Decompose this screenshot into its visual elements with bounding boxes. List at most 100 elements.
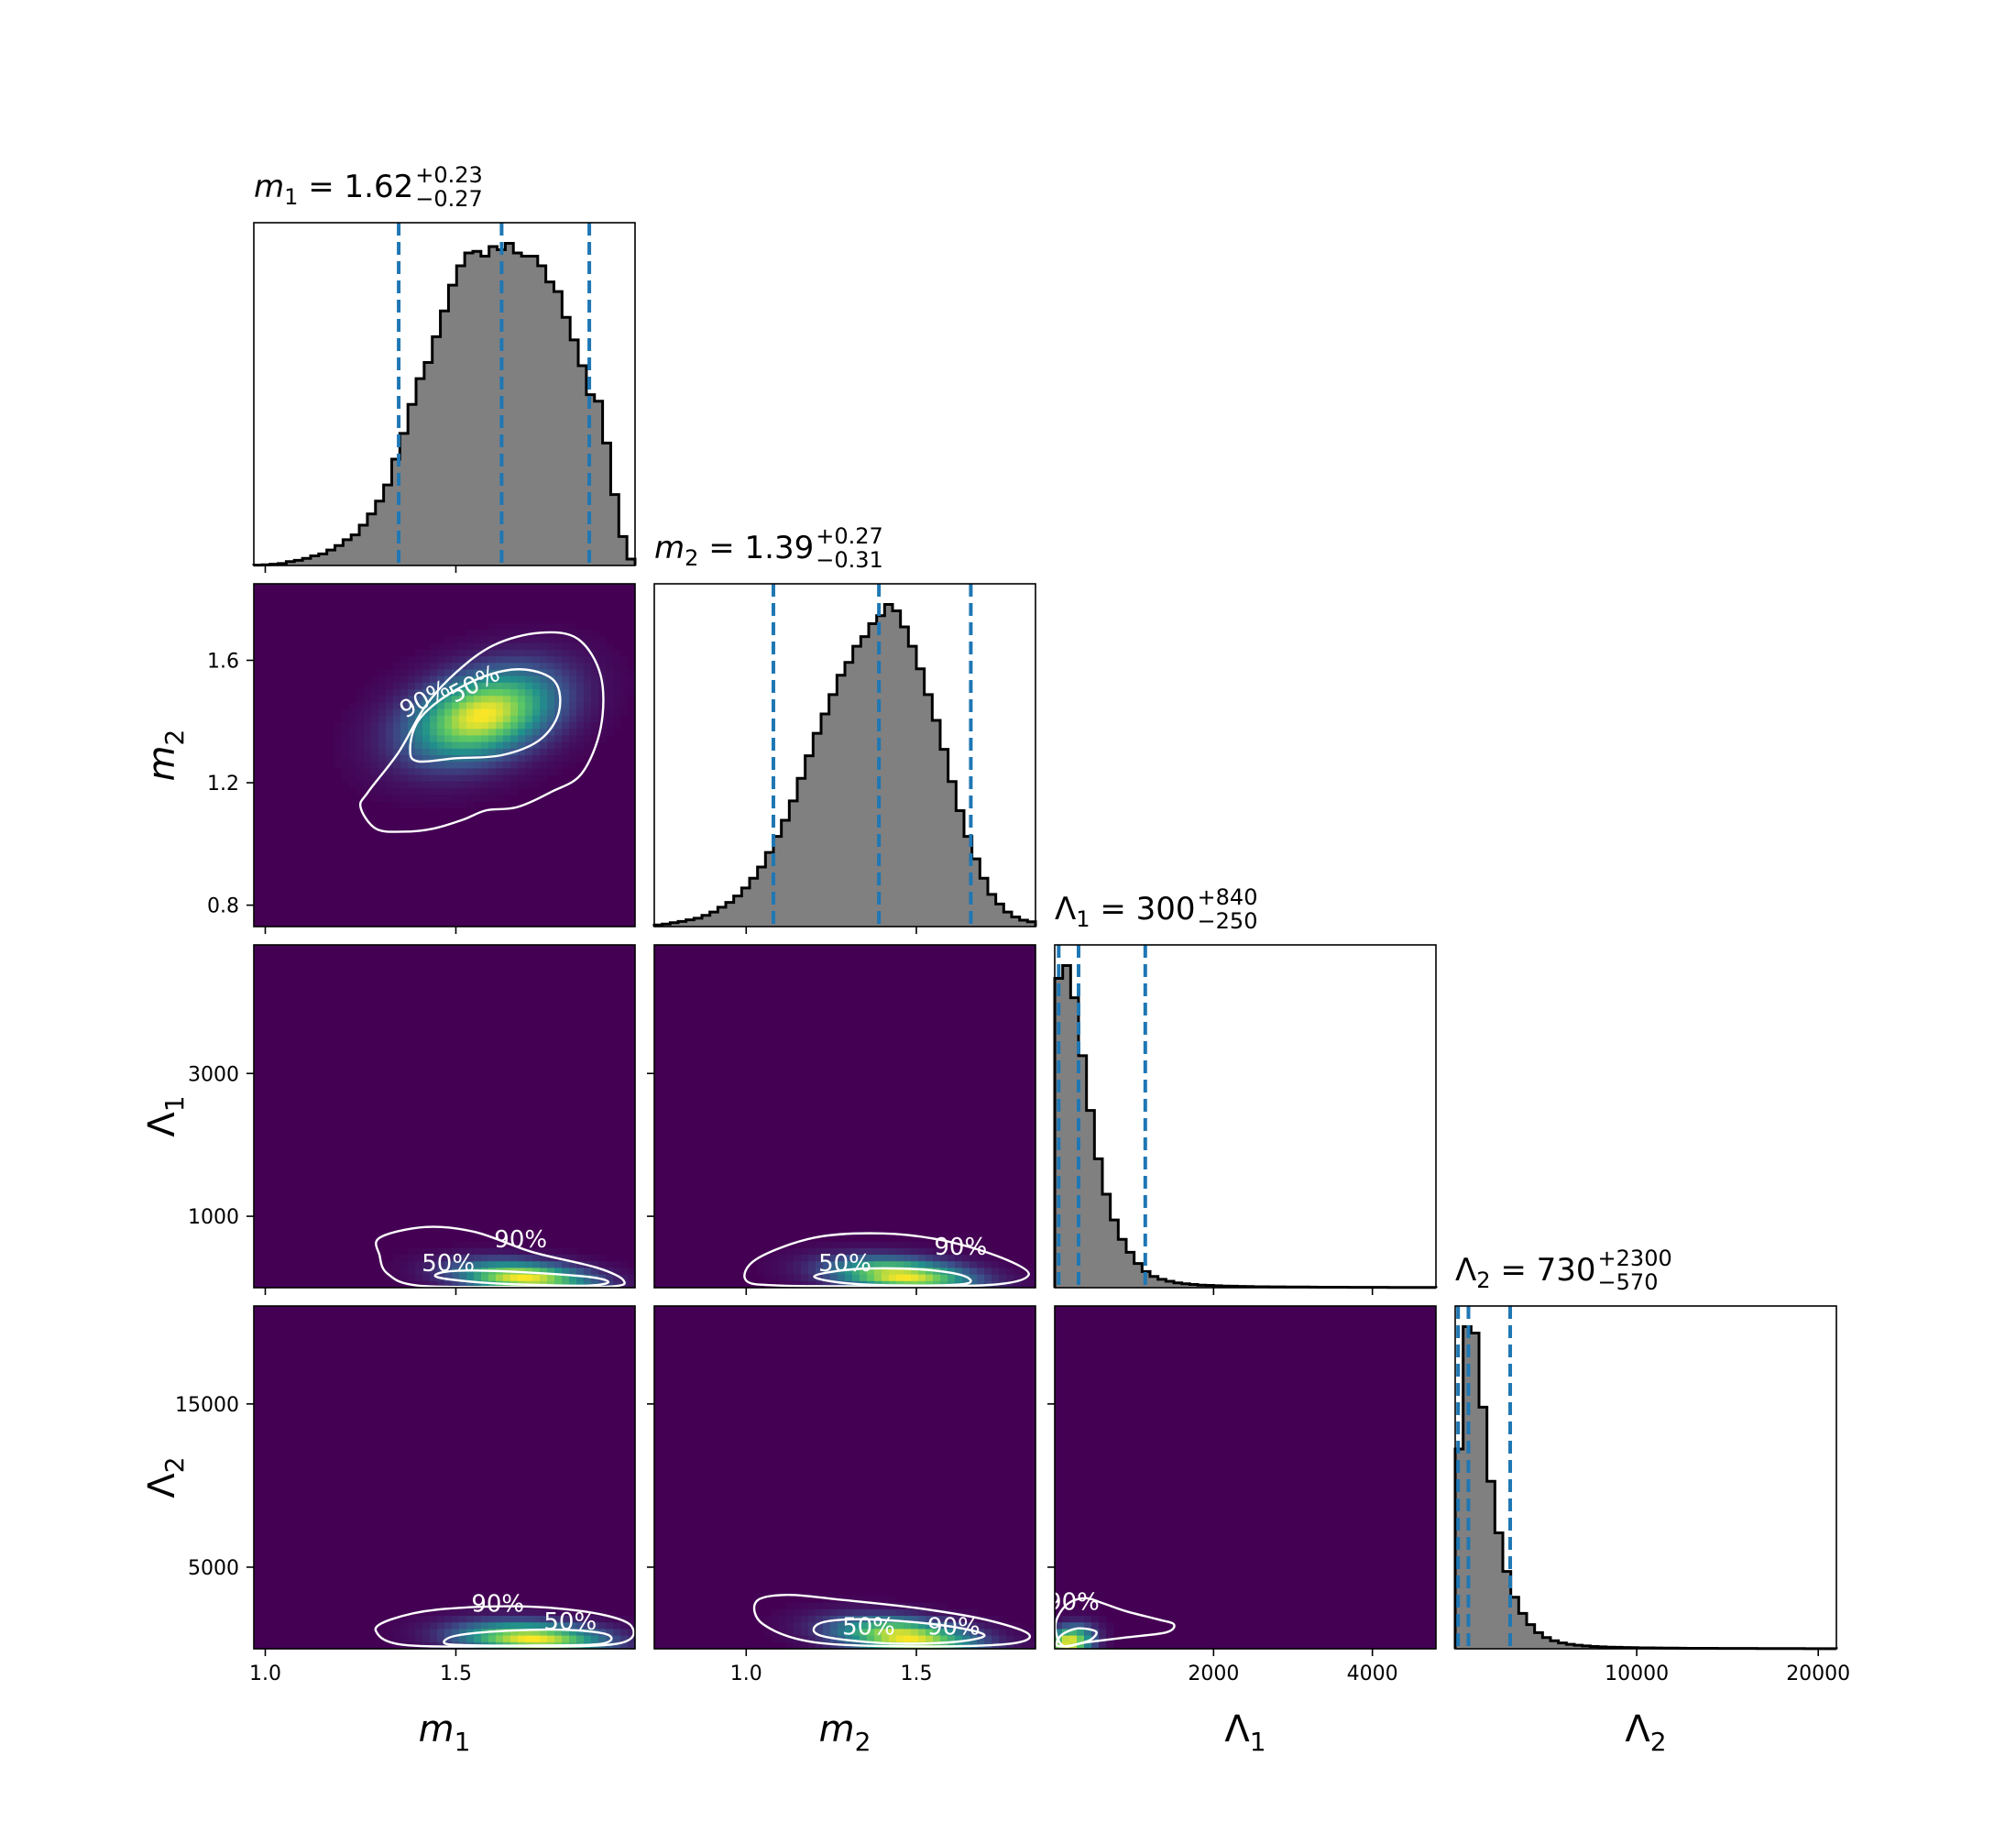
density-cell: [510, 675, 519, 684]
density-cell: [794, 1641, 802, 1649]
density-cell: [911, 1622, 919, 1630]
density-cell: [452, 715, 460, 723]
density-cell: [562, 748, 570, 756]
density-cell: [620, 702, 629, 710]
density-cell: [532, 696, 541, 704]
density-cell: [860, 1608, 868, 1617]
density-cell: [547, 768, 555, 776]
density-cell: [794, 1241, 802, 1249]
density-cell: [415, 1247, 423, 1256]
density-cell: [1006, 1629, 1014, 1637]
density-cell: [452, 636, 460, 644]
density-cell: [757, 1261, 765, 1269]
density-cell: [342, 708, 350, 717]
density-cell: [613, 689, 621, 697]
density-cell: [488, 715, 497, 723]
density-cell: [444, 669, 453, 677]
density-cell: [452, 735, 460, 743]
density-cell: [364, 722, 372, 730]
density-cell: [540, 748, 548, 756]
density-cell: [393, 801, 401, 809]
contour-90pct: [743, 1232, 1030, 1288]
density-cell: [466, 729, 475, 737]
density-cell: [860, 1268, 868, 1276]
density-cell: [801, 1629, 809, 1637]
density-cell: [474, 702, 482, 710]
density-cell: [823, 1274, 831, 1282]
density-cell: [503, 675, 511, 684]
density-cell: [430, 1255, 438, 1262]
density-cell: [794, 1268, 802, 1276]
density-cell: [554, 1629, 563, 1637]
density-cell: [378, 675, 387, 684]
density-cell: [977, 1274, 985, 1282]
density-cell: [496, 1629, 504, 1637]
density-cell: [518, 1247, 526, 1256]
density-cell: [444, 1274, 453, 1282]
density-cell: [393, 696, 401, 704]
density-cell: [926, 1602, 934, 1610]
density-cell: [481, 741, 489, 750]
density-cell: [562, 1274, 570, 1282]
density-cell: [584, 696, 592, 704]
density-cell: [786, 1268, 794, 1276]
y-tick-label: 1.2: [207, 773, 239, 796]
density-cell: [518, 636, 526, 644]
density-cell: [518, 735, 526, 743]
density-cell: [518, 762, 526, 769]
density-cell: [518, 1274, 526, 1282]
density-cell: [576, 708, 585, 717]
density-cell: [613, 675, 621, 684]
density-cell: [488, 781, 497, 789]
density-cell: [364, 774, 372, 783]
title-lower-error: −0.31: [816, 547, 883, 573]
density-cell: [532, 682, 541, 690]
density-cell: [437, 1608, 445, 1617]
density-cell: [525, 649, 533, 657]
density-cell: [466, 696, 475, 704]
density-cell: [430, 649, 438, 657]
title-symbol: m: [254, 169, 284, 205]
density-cell: [378, 1629, 387, 1637]
density-cell: [496, 696, 504, 704]
density-cell: [525, 781, 533, 789]
density-cell: [422, 781, 431, 789]
density-cell: [547, 735, 555, 743]
density-cell: [562, 1280, 570, 1288]
density-cell: [518, 642, 526, 651]
density-cell: [823, 1241, 831, 1249]
density-cell: [554, 656, 563, 664]
density-cell: [496, 1241, 504, 1249]
x-tick-label: 1.0: [249, 1663, 281, 1685]
density-cell: [474, 722, 482, 730]
density-cell: [466, 735, 475, 743]
density-cell: [620, 1622, 629, 1630]
density-cell: [393, 1261, 401, 1269]
density-cell: [845, 1241, 853, 1249]
density-cell: [547, 755, 555, 763]
density-cell: [466, 708, 475, 717]
y-axis-label-L1: Λ1: [141, 1095, 190, 1136]
density-cell: [576, 696, 585, 704]
density-cell: [999, 1629, 1007, 1637]
density-cell: [437, 722, 445, 730]
density-cell: [889, 1255, 897, 1262]
density-cell: [882, 1241, 890, 1249]
density-cell: [598, 656, 607, 664]
density-cell: [430, 729, 438, 737]
density-cell: [816, 1616, 824, 1623]
density-cell: [488, 1635, 497, 1643]
density-cell: [532, 675, 541, 684]
density-cell: [606, 702, 614, 710]
density-cell: [540, 1608, 548, 1617]
density-cell: [422, 1280, 431, 1288]
density-cell: [628, 675, 635, 684]
x-ticks-m1: [264, 1288, 457, 1295]
density-cell: [386, 722, 394, 730]
density-cell: [955, 1616, 963, 1623]
density-cell: [422, 1274, 431, 1282]
density-cell: [422, 669, 431, 677]
density-cell: [415, 748, 423, 756]
density-cell: [386, 702, 394, 710]
density-cell: [342, 755, 350, 763]
